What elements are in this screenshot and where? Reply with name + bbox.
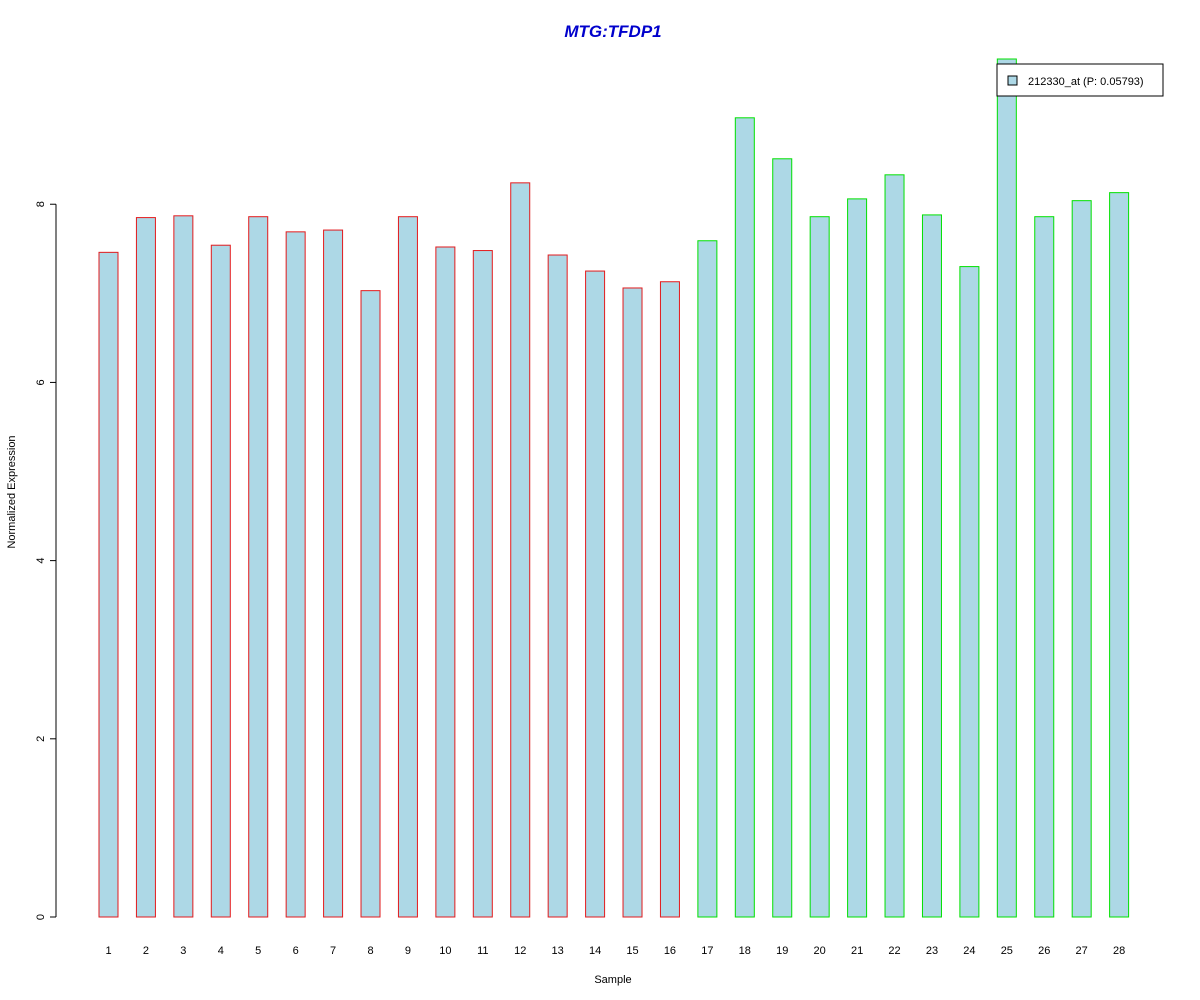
x-tick-label: 18 — [739, 945, 751, 957]
y-tick-label: 0 — [35, 914, 47, 920]
x-tick-label: 23 — [926, 945, 938, 957]
bar-sample-21 — [847, 198, 868, 918]
x-tick-label: 16 — [664, 945, 676, 957]
x-tick-label: 4 — [218, 945, 224, 957]
x-tick-label: 28 — [1113, 945, 1125, 957]
x-tick-label: 12 — [514, 945, 526, 957]
x-tick-label: 24 — [963, 945, 975, 957]
x-tick-label: 11 — [477, 945, 488, 957]
bar-sample-18 — [734, 117, 755, 918]
y-axis: 0 2 4 6 8 — [35, 201, 57, 920]
legend-swatch — [1007, 75, 1018, 86]
x-tick-label: 1 — [105, 945, 111, 957]
chart-title: MTG:TFDP1 — [564, 22, 661, 41]
legend: 212330_at (P: 0.05793) — [996, 63, 1164, 97]
x-tick-label: 19 — [776, 945, 788, 957]
bar-sample-11 — [472, 250, 493, 918]
x-axis-label: Sample — [594, 974, 631, 986]
y-tick-label: 2 — [35, 736, 47, 742]
bar-sample-3 — [173, 215, 194, 918]
x-tick-label: 15 — [626, 945, 638, 957]
bar-sample-9 — [397, 216, 418, 918]
x-tick-label: 3 — [180, 945, 186, 957]
bar-sample-16 — [659, 281, 680, 918]
bar-sample-2 — [135, 217, 156, 918]
bar-sample-24 — [959, 266, 980, 918]
x-tick-label: 25 — [1001, 945, 1013, 957]
x-tick-label: 7 — [330, 945, 336, 957]
x-tick-label: 5 — [255, 945, 261, 957]
bar-sample-12 — [510, 182, 531, 918]
x-tick-label: 9 — [405, 945, 411, 957]
x-tick-label: 14 — [589, 945, 601, 957]
legend-label: 212330_at (P: 0.05793) — [1028, 76, 1144, 88]
bar-sample-8 — [360, 290, 381, 918]
x-tick-label: 8 — [367, 945, 373, 957]
y-tick-label: 6 — [35, 379, 47, 385]
x-tick-label: 6 — [293, 945, 299, 957]
x-tick-label: 26 — [1038, 945, 1050, 957]
bar-sample-10 — [435, 246, 456, 918]
bar-sample-27 — [1071, 200, 1092, 918]
x-tick-label: 17 — [701, 945, 713, 957]
bar-sample-14 — [585, 270, 606, 918]
bars — [98, 58, 1130, 918]
bar-sample-5 — [248, 216, 269, 918]
legend-box — [996, 63, 1164, 97]
bar-sample-23 — [921, 214, 942, 918]
bar-sample-22 — [884, 174, 905, 918]
bar-sample-26 — [1034, 216, 1055, 918]
x-tick-labels: 1 2 3 4 5 6 7 8 9 10 11 12 13 14 15 16 17 18 19 20 21 22 23 24 2… — [105, 945, 1125, 957]
bar-sample-13 — [547, 254, 568, 918]
x-tick-label: 20 — [814, 945, 826, 957]
bar-sample-7 — [323, 229, 344, 918]
bar-sample-20 — [809, 216, 830, 918]
bar-sample-6 — [285, 231, 306, 918]
x-tick-label: 2 — [143, 945, 149, 957]
y-tick-label: 4 — [35, 558, 47, 564]
bar-sample-19 — [772, 158, 793, 918]
x-tick-label: 13 — [552, 945, 564, 957]
bar-sample-4 — [210, 244, 231, 918]
y-axis-label: Normalized Expression — [6, 435, 18, 548]
bar-sample-25 — [996, 58, 1017, 918]
y-tick-label: 8 — [35, 201, 47, 207]
bar-sample-17 — [697, 240, 718, 918]
bar-sample-28 — [1109, 192, 1130, 918]
x-tick-label: 10 — [439, 945, 451, 957]
x-tick-label: 27 — [1076, 945, 1088, 957]
x-tick-label: 21 — [851, 945, 863, 957]
x-tick-label: 22 — [888, 945, 900, 957]
bar-sample-15 — [622, 287, 643, 918]
bar-sample-1 — [98, 251, 119, 918]
